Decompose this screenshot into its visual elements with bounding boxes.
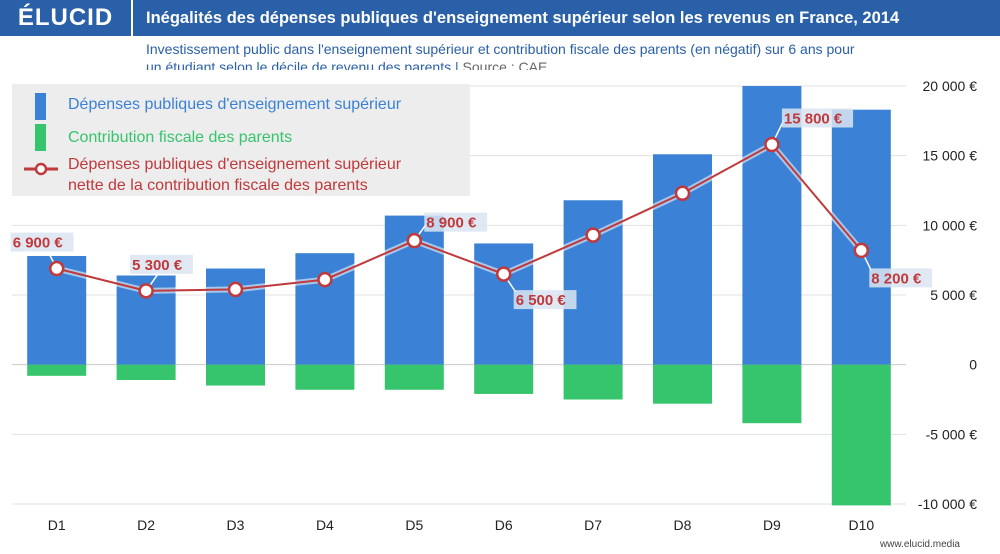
data-label-background bbox=[10, 232, 74, 252]
bar-contribution-d7 bbox=[563, 364, 623, 400]
bar-spending-d9 bbox=[742, 86, 802, 365]
net-marker-d10 bbox=[853, 242, 870, 259]
x-tick-label: D9 bbox=[763, 517, 781, 533]
data-label-background bbox=[513, 290, 577, 310]
x-tick-label: D1 bbox=[48, 517, 66, 533]
legend-swatch-net bbox=[24, 162, 58, 176]
data-label: 5 300 € bbox=[132, 257, 183, 274]
net-marker-d9 bbox=[764, 136, 780, 153]
y-tick-label: -10 000 € bbox=[918, 496, 977, 512]
y-tick-label: 0 bbox=[969, 357, 977, 373]
legend-label-spending: Dépenses publiques d'enseignement supéri… bbox=[68, 96, 402, 113]
bar-contribution-d4 bbox=[295, 364, 355, 390]
header-bar bbox=[0, 0, 1000, 36]
data-label: 6 500 € bbox=[516, 292, 567, 309]
legend-label-net-line2: nette de la contribution fiscale des par… bbox=[68, 177, 368, 194]
net-marker-d1 bbox=[48, 260, 65, 277]
data-label: 6 900 € bbox=[13, 235, 64, 252]
data-label-background bbox=[869, 268, 933, 288]
bar-contribution-d8 bbox=[653, 364, 712, 404]
x-tick-label: D3 bbox=[227, 517, 245, 533]
bar-contribution-d3 bbox=[206, 364, 265, 386]
bar-spending-d10 bbox=[831, 109, 891, 365]
chart-title: Inégalités des dépenses publiques d'ense… bbox=[146, 9, 900, 27]
elucid-logo: ÉLUCID bbox=[0, 0, 133, 36]
bar-contribution-d1 bbox=[27, 364, 87, 376]
data-label: 15 800 € bbox=[784, 111, 843, 128]
net-marker-d4 bbox=[317, 271, 333, 288]
x-tick-label: D2 bbox=[137, 517, 155, 533]
x-tick-label: D7 bbox=[584, 517, 602, 533]
legend-swatch-contribution bbox=[35, 124, 46, 151]
net-marker-d3 bbox=[227, 281, 244, 298]
subtitle-line-1: Investissement public dans l'enseignemen… bbox=[146, 41, 855, 57]
x-tick-label: D10 bbox=[848, 517, 874, 533]
data-label-background bbox=[424, 212, 488, 232]
legend-label-contribution: Contribution fiscale des parents bbox=[68, 129, 293, 146]
x-tick-label: D5 bbox=[405, 517, 423, 533]
bar-contribution-d10 bbox=[831, 364, 891, 506]
data-label: 8 200 € bbox=[871, 270, 922, 287]
legend: Dépenses publiques d'enseignement supéri… bbox=[12, 84, 470, 196]
data-label: 8 900 € bbox=[426, 215, 477, 232]
net-marker-d6 bbox=[495, 266, 512, 282]
y-tick-label: 20 000 € bbox=[923, 78, 978, 94]
legend-swatch-spending bbox=[35, 93, 46, 120]
bar-contribution-d6 bbox=[474, 364, 534, 394]
y-tick-label: 10 000 € bbox=[923, 217, 978, 233]
net-marker-d8 bbox=[674, 185, 691, 202]
net-marker-d2 bbox=[138, 283, 154, 299]
bar-contribution-d2 bbox=[116, 364, 176, 380]
net-marker-d5 bbox=[406, 232, 423, 249]
bar-contribution-d5 bbox=[384, 364, 444, 390]
x-tick-label: D6 bbox=[495, 517, 513, 533]
bar-contribution-d9 bbox=[742, 364, 802, 424]
data-label-background bbox=[130, 254, 193, 274]
footer-url: www.elucid.media bbox=[879, 539, 960, 550]
y-tick-label: 15 000 € bbox=[923, 148, 978, 164]
legend-label-net-line1: Dépenses publiques d'enseignement supéri… bbox=[68, 156, 402, 173]
net-line bbox=[56, 143, 863, 292]
x-tick-label: D8 bbox=[674, 517, 692, 533]
y-tick-label: 5 000 € bbox=[930, 287, 977, 303]
net-marker-d7 bbox=[585, 227, 601, 243]
x-tick-label: D4 bbox=[316, 517, 334, 533]
data-label-background bbox=[781, 108, 854, 128]
legend-net-marker bbox=[34, 162, 48, 176]
y-tick-label: -5 000 € bbox=[926, 426, 978, 442]
